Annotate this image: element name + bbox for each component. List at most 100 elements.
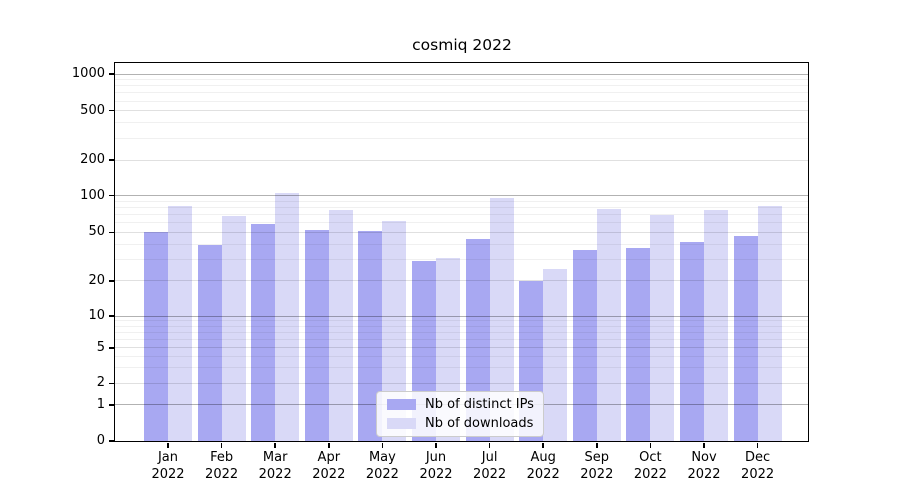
gridline-30 [115,258,808,260]
bar-downloads-feb [221,216,246,441]
y-tick-1 [108,404,114,406]
gridline-3 [115,367,808,368]
legend-label-distinct-ips: Nb of distinct IPs [425,397,534,413]
x-tick-year: 2022 [312,466,346,482]
bar-downloads-nov [704,210,728,441]
gridline-500 [115,110,808,112]
x-tick-year: 2022 [205,466,239,482]
bar-distinct-ips-sep [572,249,597,441]
x-tick-label-sep: Sep 2022 [567,450,627,483]
chart-title: cosmiq 2022 [412,36,512,54]
x-tick-jan [167,442,169,448]
x-tick-month: Aug [530,450,556,465]
x-tick-label-mar: Mar 2022 [245,450,305,483]
x-tick-nov [703,442,705,448]
gridline-200 [115,159,808,161]
x-tick-month: Feb [210,450,234,465]
y-tick-label-20: 20 [88,272,105,288]
bar-downloads-oct [650,215,675,441]
x-tick-apr [328,442,330,448]
gridline-70 [115,214,808,215]
bar-distinct-ips-jan [144,232,168,441]
legend: Nb of distinct IPs Nb of downloads [376,391,544,437]
y-tick-0 [108,440,114,442]
gridline-6 [115,339,808,340]
gridline-1000 [115,73,808,75]
plot-area: 0 1 2 5 10 20 50 100 200 500 1000 Jan 2022 Feb 2022 Ma… [72,62,809,482]
x-tick-year: 2022 [365,466,399,482]
x-tick-feb [220,442,223,448]
x-tick-label-apr: Apr 2022 [299,450,359,483]
x-tick-year: 2022 [151,466,185,482]
y-tick-1000 [108,73,114,75]
x-tick-oct [649,442,652,448]
x-tick-month: Sep [584,450,610,465]
gridline-9 [115,320,808,322]
y-tick-label-5: 5 [96,339,105,355]
gridline-20 [115,280,808,282]
y-tick-500 [108,109,114,112]
gridline-900 [115,79,808,81]
y-tick-label-500: 500 [80,102,105,118]
y-tick-label-200: 200 [80,152,105,168]
gridline-600 [115,100,808,102]
x-tick-label-jul: Jul 2022 [460,450,520,483]
x-tick-month: Jul [481,450,498,465]
x-tick-year: 2022 [419,466,453,482]
x-tick-label-jun: Jun 2022 [406,450,466,483]
gridline-700 [115,92,808,94]
x-tick-label-aug: Aug 2022 [513,450,573,483]
gridline-8 [115,325,808,327]
bar-downloads-jan [168,205,192,441]
x-tick-label-feb: Feb 2022 [192,450,252,483]
legend-swatch-downloads [387,417,416,429]
x-tick-mar [274,442,276,448]
bar-downloads-apr [328,209,353,441]
x-tick-year: 2022 [526,466,560,482]
x-tick-sep [596,442,598,448]
gridline-80 [115,206,808,208]
bar-distinct-ips-apr [304,230,329,441]
bar-distinct-ips-oct [626,248,651,441]
legend-swatch-distinct-ips [387,399,416,411]
gridline-40 [115,243,808,245]
x-tick-jul [488,442,491,448]
y-tick-label-10: 10 [88,308,105,324]
x-tick-label-dec: Dec 2022 [728,450,788,483]
gridline-100 [115,195,808,197]
bar-distinct-ips-nov [680,241,704,441]
x-tick-label-jan: Jan 2022 [138,450,198,483]
x-tick-year: 2022 [580,466,614,482]
y-tick-50 [108,231,114,233]
bar-distinct-ips-feb [197,245,222,441]
bar-downloads-sep [596,208,621,441]
x-tick-month: Mar [262,450,288,465]
x-tick-month: Apr [317,450,341,465]
bar-downloads-mar [275,193,300,441]
y-tick-200 [108,159,114,161]
y-tick-5 [108,347,114,349]
x-tick-month: May [368,450,396,465]
gridline-300 [115,137,808,139]
gridline-50 [115,231,808,233]
legend-row-distinct-ips: Nb of distinct IPs [387,397,543,412]
gridline-90 [115,200,808,202]
gridline-5 [115,347,808,349]
x-tick-label-oct: Oct 2022 [620,450,680,483]
gridline-60 [115,222,808,224]
x-tick-month: Jun [425,450,447,465]
gridline-10 [115,315,808,317]
gridline-7 [115,331,808,333]
x-tick-month: Jan [157,450,179,465]
x-tick-month: Dec [745,450,771,465]
x-tick-label-nov: Nov 2022 [674,450,734,483]
y-tick-label-1000: 1000 [71,66,105,82]
x-tick-year: 2022 [473,466,507,482]
x-tick-label-may: May 2022 [352,450,412,483]
y-tick-label-0: 0 [96,433,105,448]
legend-row-downloads: Nb of downloads [387,416,543,431]
gridline-800 [115,85,808,87]
y-tick-10 [108,315,114,317]
y-tick-20 [108,280,114,282]
y-tick-label-50: 50 [88,224,105,240]
